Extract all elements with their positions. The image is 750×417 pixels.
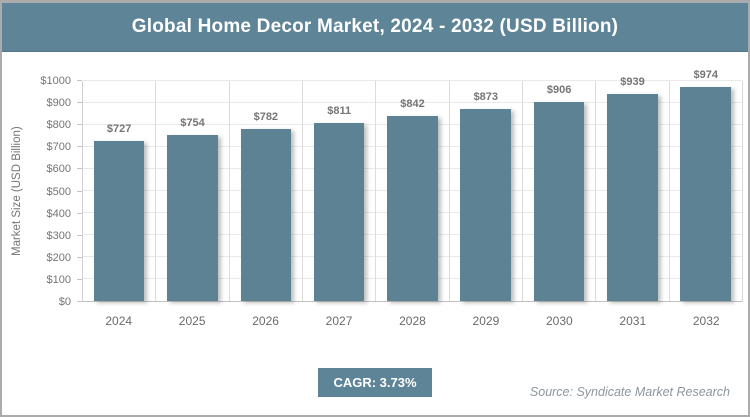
y-tick-label: $0 (58, 296, 71, 308)
bar-2032 (680, 86, 732, 301)
bar-column-2032: $974 (670, 69, 742, 301)
bar-column-2028: $842 (376, 81, 450, 301)
x-tick-label: 2024 (105, 314, 133, 328)
bar-column-2030: $906 (523, 81, 597, 301)
bar-value-label: $906 (546, 83, 572, 96)
x-tick-label: 2026 (252, 314, 279, 328)
bar-column-2031: $939 (596, 76, 670, 301)
bar-value-label: $727 (106, 123, 132, 136)
y-tick-mark (77, 124, 82, 126)
bar-value-label: $782 (253, 110, 279, 123)
bar-2026 (240, 128, 292, 301)
y-tick-mark (77, 146, 82, 148)
x-tick-label: 2027 (325, 314, 353, 328)
x-axis-labels: 2024 2025 2026 2027 2028 2029 2030 2031 2032 (82, 311, 743, 331)
bar-value-label: $811 (327, 104, 352, 117)
bar-value-label: $873 (473, 90, 499, 103)
bar-2028 (387, 115, 438, 301)
chart-title: Global Home Decor Market, 2024 - 2032 (U… (131, 16, 619, 37)
y-tick-mark (77, 212, 82, 214)
bar-2024 (93, 141, 145, 301)
x-tick-label: 2030 (545, 314, 573, 328)
bar-2031 (607, 94, 658, 301)
y-tick-label: $800 (46, 119, 71, 132)
y-tick-label: $200 (46, 251, 71, 264)
x-tick-label: 2032 (692, 314, 720, 328)
y-tick-mark (77, 190, 82, 192)
h-gridline (83, 80, 742, 81)
y-tick-label: $100 (46, 273, 71, 286)
x-tick-label: 2028 (399, 314, 426, 328)
y-tick-mark (77, 168, 82, 170)
y-tick-mark (77, 102, 82, 104)
bar-column-2024: $727 (83, 81, 157, 301)
y-tick-mark (77, 234, 82, 236)
chart-title-banner: Global Home Decor Market, 2024 - 2032 (U… (2, 3, 748, 52)
cagr-badge: CAGR: 3.73% (318, 368, 432, 397)
plot-area: $727 $754 $782 $811 $842 $873 $906 $939 $974 (82, 69, 743, 302)
source-text: Source: Syndicate Market Research (529, 385, 730, 399)
bar-column-2026: $782 (230, 81, 303, 301)
y-tick-label: $400 (46, 207, 71, 220)
bar-value-label: $974 (693, 68, 719, 81)
bar-2027 (313, 122, 365, 301)
bar-value-label: $842 (400, 97, 425, 110)
x-tick-label: 2029 (472, 314, 500, 328)
y-tick-label: $600 (46, 163, 71, 176)
y-tick-mark (77, 80, 82, 81)
y-tick-label: $1000 (40, 75, 71, 87)
y-tick-label: $500 (46, 185, 71, 198)
x-tick-label: 2025 (178, 314, 206, 328)
bar-2029 (460, 108, 512, 301)
y-tick-label: $900 (46, 97, 71, 110)
y-axis-ticks: $0 $100 $200 $300 $400 $500 $600 $700 $800 $900 $1… (2, 75, 82, 308)
bar-column-2027: $811 (303, 81, 377, 301)
x-tick-label: 2031 (619, 314, 647, 328)
h-gridline (83, 102, 742, 103)
bar-column-2025: $754 (156, 81, 230, 301)
bar-value-label: $939 (620, 76, 645, 89)
bar-column-2029: $873 (450, 81, 523, 301)
y-tick-mark (77, 301, 82, 302)
bar-2025 (167, 135, 218, 301)
bar-2030 (533, 101, 585, 301)
y-tick-label: $300 (46, 229, 71, 242)
y-tick-mark (77, 256, 82, 258)
bar-value-label: $754 (180, 117, 205, 130)
y-tick-label: $700 (46, 141, 71, 154)
y-tick-mark (77, 278, 82, 280)
